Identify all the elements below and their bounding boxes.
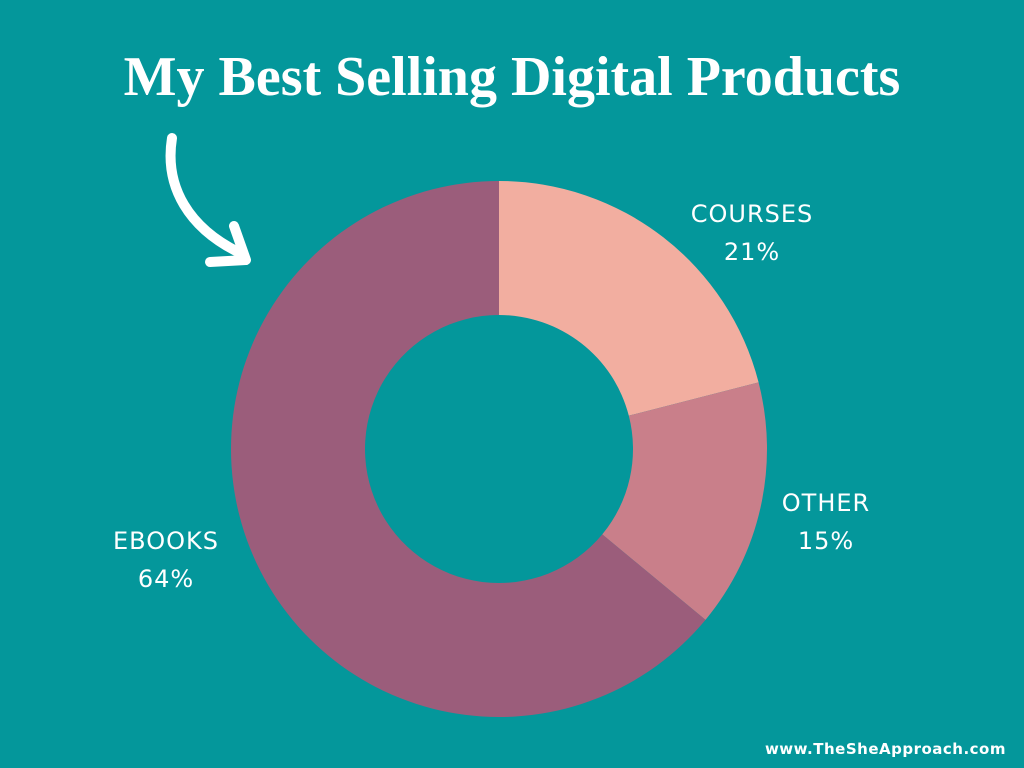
slice-value-courses: 21%: [724, 238, 780, 266]
website-url: www.TheSheApproach.com: [764, 740, 1006, 758]
slice-label-ebooks: EBOOKS: [113, 527, 219, 555]
slice-label-courses: COURSES: [691, 200, 814, 228]
slice-value-ebooks: 64%: [138, 565, 194, 593]
slice-label-other: OTHER: [782, 489, 870, 517]
chart-title: My Best Selling Digital Products: [123, 46, 901, 108]
slice-ebooks: [230, 181, 706, 717]
chart-labels: COURSES 21% OTHER 15% EBOOKS 64%: [113, 200, 870, 593]
curved-arrow-icon: [165, 133, 251, 267]
chart-slices: [230, 181, 767, 717]
slice-value-other: 15%: [798, 527, 854, 555]
slice-courses: [499, 181, 759, 416]
slice-other: [602, 382, 767, 620]
